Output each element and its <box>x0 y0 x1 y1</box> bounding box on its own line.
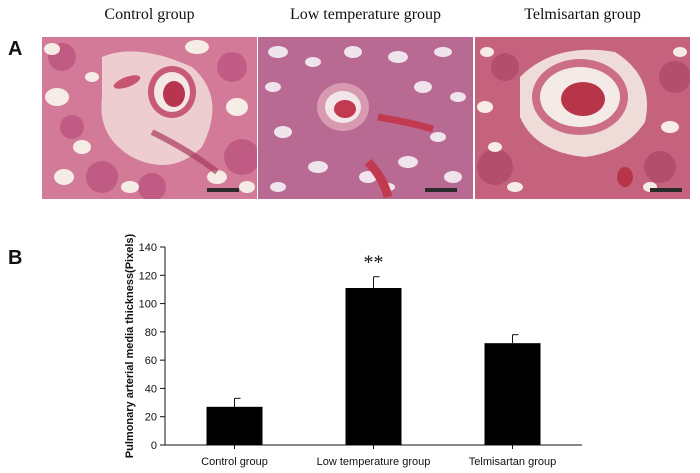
panel-label-a: A <box>8 38 23 60</box>
y-tick-label: 0 <box>151 440 157 452</box>
bar <box>484 343 541 445</box>
y-axis-label: Pulmonary arterial media thickness(Pixel… <box>124 233 136 458</box>
panel-label-b: B <box>8 247 23 269</box>
micrograph-control <box>42 37 257 199</box>
micrograph-low-temperature <box>258 37 473 199</box>
y-tick-label: 140 <box>139 242 157 254</box>
y-tick-label: 120 <box>139 270 157 282</box>
x-tick-label: Control group <box>201 456 268 468</box>
x-tick-label: Low temperature group <box>317 456 431 468</box>
significance-label: ** <box>364 252 384 274</box>
y-tick-label: 80 <box>145 327 157 339</box>
y-tick-label: 20 <box>145 412 157 424</box>
y-tick-label: 100 <box>139 299 157 311</box>
x-tick-label: Telmisartan group <box>469 456 556 468</box>
bar <box>206 406 263 445</box>
y-tick-label: 40 <box>145 383 157 395</box>
micrograph-title-control: Control group <box>104 6 195 23</box>
micrograph-title-telmisartan: Telmisartan group <box>524 6 641 23</box>
micrograph-title-low-temperature: Low temperature group <box>289 6 442 23</box>
bar <box>345 288 402 445</box>
micrograph-telmisartan <box>475 37 690 199</box>
y-tick-label: 60 <box>145 355 157 367</box>
